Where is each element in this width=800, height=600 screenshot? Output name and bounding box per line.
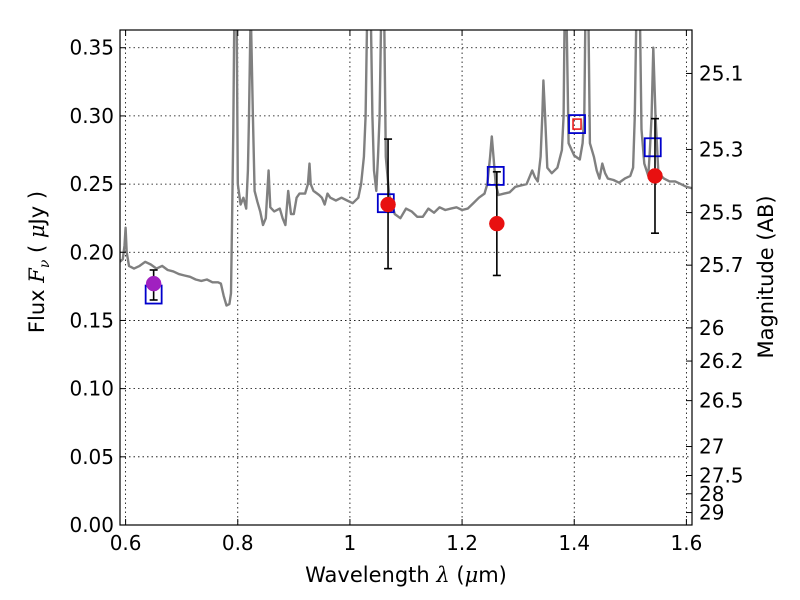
y-tick-label: 0.25 xyxy=(69,172,114,196)
y-tick-label: 0.15 xyxy=(69,308,114,332)
x-axis-label: Wavelength λ (μm) xyxy=(305,563,507,587)
mag-tick-label: 25.5 xyxy=(699,201,744,225)
observed-point xyxy=(145,275,162,292)
mag-tick-label: 27.5 xyxy=(699,463,744,487)
model-photometry-square xyxy=(486,166,505,186)
grid xyxy=(120,30,692,526)
axis-ticks: 0.6 0.8 1 1.2 1.4 1.6 0.00 0.05 0.10 0.15 0.20 0.25… xyxy=(69,30,744,555)
plot-frame xyxy=(119,29,693,526)
x-tick-label: 0.6 xyxy=(110,531,142,555)
mag-tick-label: 25.3 xyxy=(699,137,744,161)
x-tick-label: 1.2 xyxy=(446,531,478,555)
x-tick-label: 0.8 xyxy=(222,531,254,555)
y-axis-label: Flux Fν ( μJy ) xyxy=(25,191,53,333)
model-spectrum-line xyxy=(120,30,692,307)
y-tick-label: 0.20 xyxy=(69,240,114,264)
mag-tick-label: 25.7 xyxy=(699,253,744,277)
y2-axis-label: Magnitude (AB) xyxy=(754,195,778,358)
x-tick-label: 1 xyxy=(344,531,357,555)
mag-tick-label: 27 xyxy=(699,435,724,459)
y-tick-label: 0.30 xyxy=(69,104,114,128)
x-tick-label: 1.4 xyxy=(558,531,590,555)
y-tick-label: 0.35 xyxy=(69,36,114,60)
mag-tick-label: 26.2 xyxy=(699,349,744,373)
model-photometry-square xyxy=(568,114,586,134)
observed-point xyxy=(647,168,663,184)
y-tick-label: 0.10 xyxy=(69,377,114,401)
observed-upper-marker xyxy=(572,118,582,130)
mag-tick-label: 29 xyxy=(699,501,724,525)
y-tick-label: 0.00 xyxy=(69,513,114,537)
mag-tick-label: 26.5 xyxy=(699,389,744,413)
mag-tick-label: 28 xyxy=(699,482,724,506)
x-tick-label: 1.6 xyxy=(670,531,702,555)
mag-tick-label: 25.1 xyxy=(699,61,744,85)
y-tick-label: 0.05 xyxy=(69,445,114,469)
plot-area xyxy=(120,30,692,307)
observed-point xyxy=(380,196,396,213)
mag-tick-label: 26 xyxy=(699,316,724,340)
observed-point xyxy=(489,215,505,232)
model-photometry-square xyxy=(643,137,662,158)
